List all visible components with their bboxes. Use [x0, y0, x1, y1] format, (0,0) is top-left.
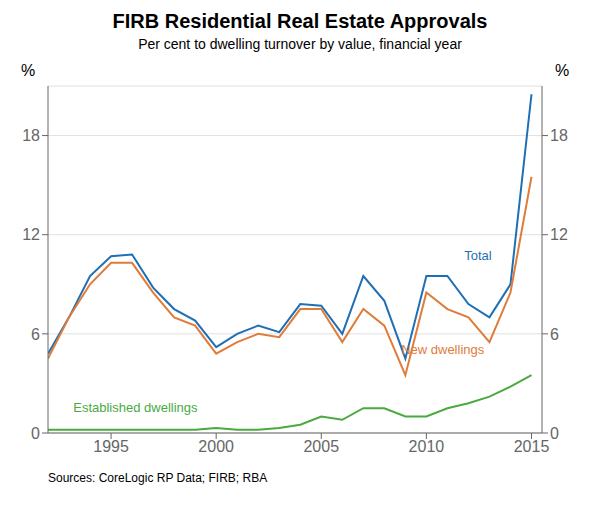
svg-text:New dwellings: New dwellings	[401, 342, 485, 357]
html-text:FIRB Residential Real Estate A: FIRB Residential Real Estate Approvals	[112, 10, 488, 32]
svg-text:1995: 1995	[93, 438, 129, 455]
svg-text:18: 18	[22, 127, 40, 144]
svg-text:%: %	[555, 62, 569, 79]
svg-text:0: 0	[31, 425, 40, 442]
svg-text:12: 12	[550, 226, 568, 243]
svg-text:%: %	[21, 62, 35, 79]
svg-text:6: 6	[550, 326, 559, 343]
svg-text:2015: 2015	[514, 438, 550, 455]
svg-text:Total: Total	[464, 248, 492, 263]
svg-text:2010: 2010	[409, 438, 445, 455]
svg-text:Established dwellings: Established dwellings	[73, 400, 198, 415]
svg-text:0: 0	[550, 425, 559, 442]
svg-text:2005: 2005	[303, 438, 339, 455]
svg-text:18: 18	[550, 127, 568, 144]
svg-text:2000: 2000	[198, 438, 234, 455]
html-text:Sources: CoreLogic RP Data; FI: Sources: CoreLogic RP Data; FIRB; RBA	[48, 471, 268, 485]
svg-text:6: 6	[31, 326, 40, 343]
html-text:Per cent to dwelling turnover: Per cent to dwelling turnover by value, …	[138, 36, 462, 52]
svg-text:12: 12	[22, 226, 40, 243]
